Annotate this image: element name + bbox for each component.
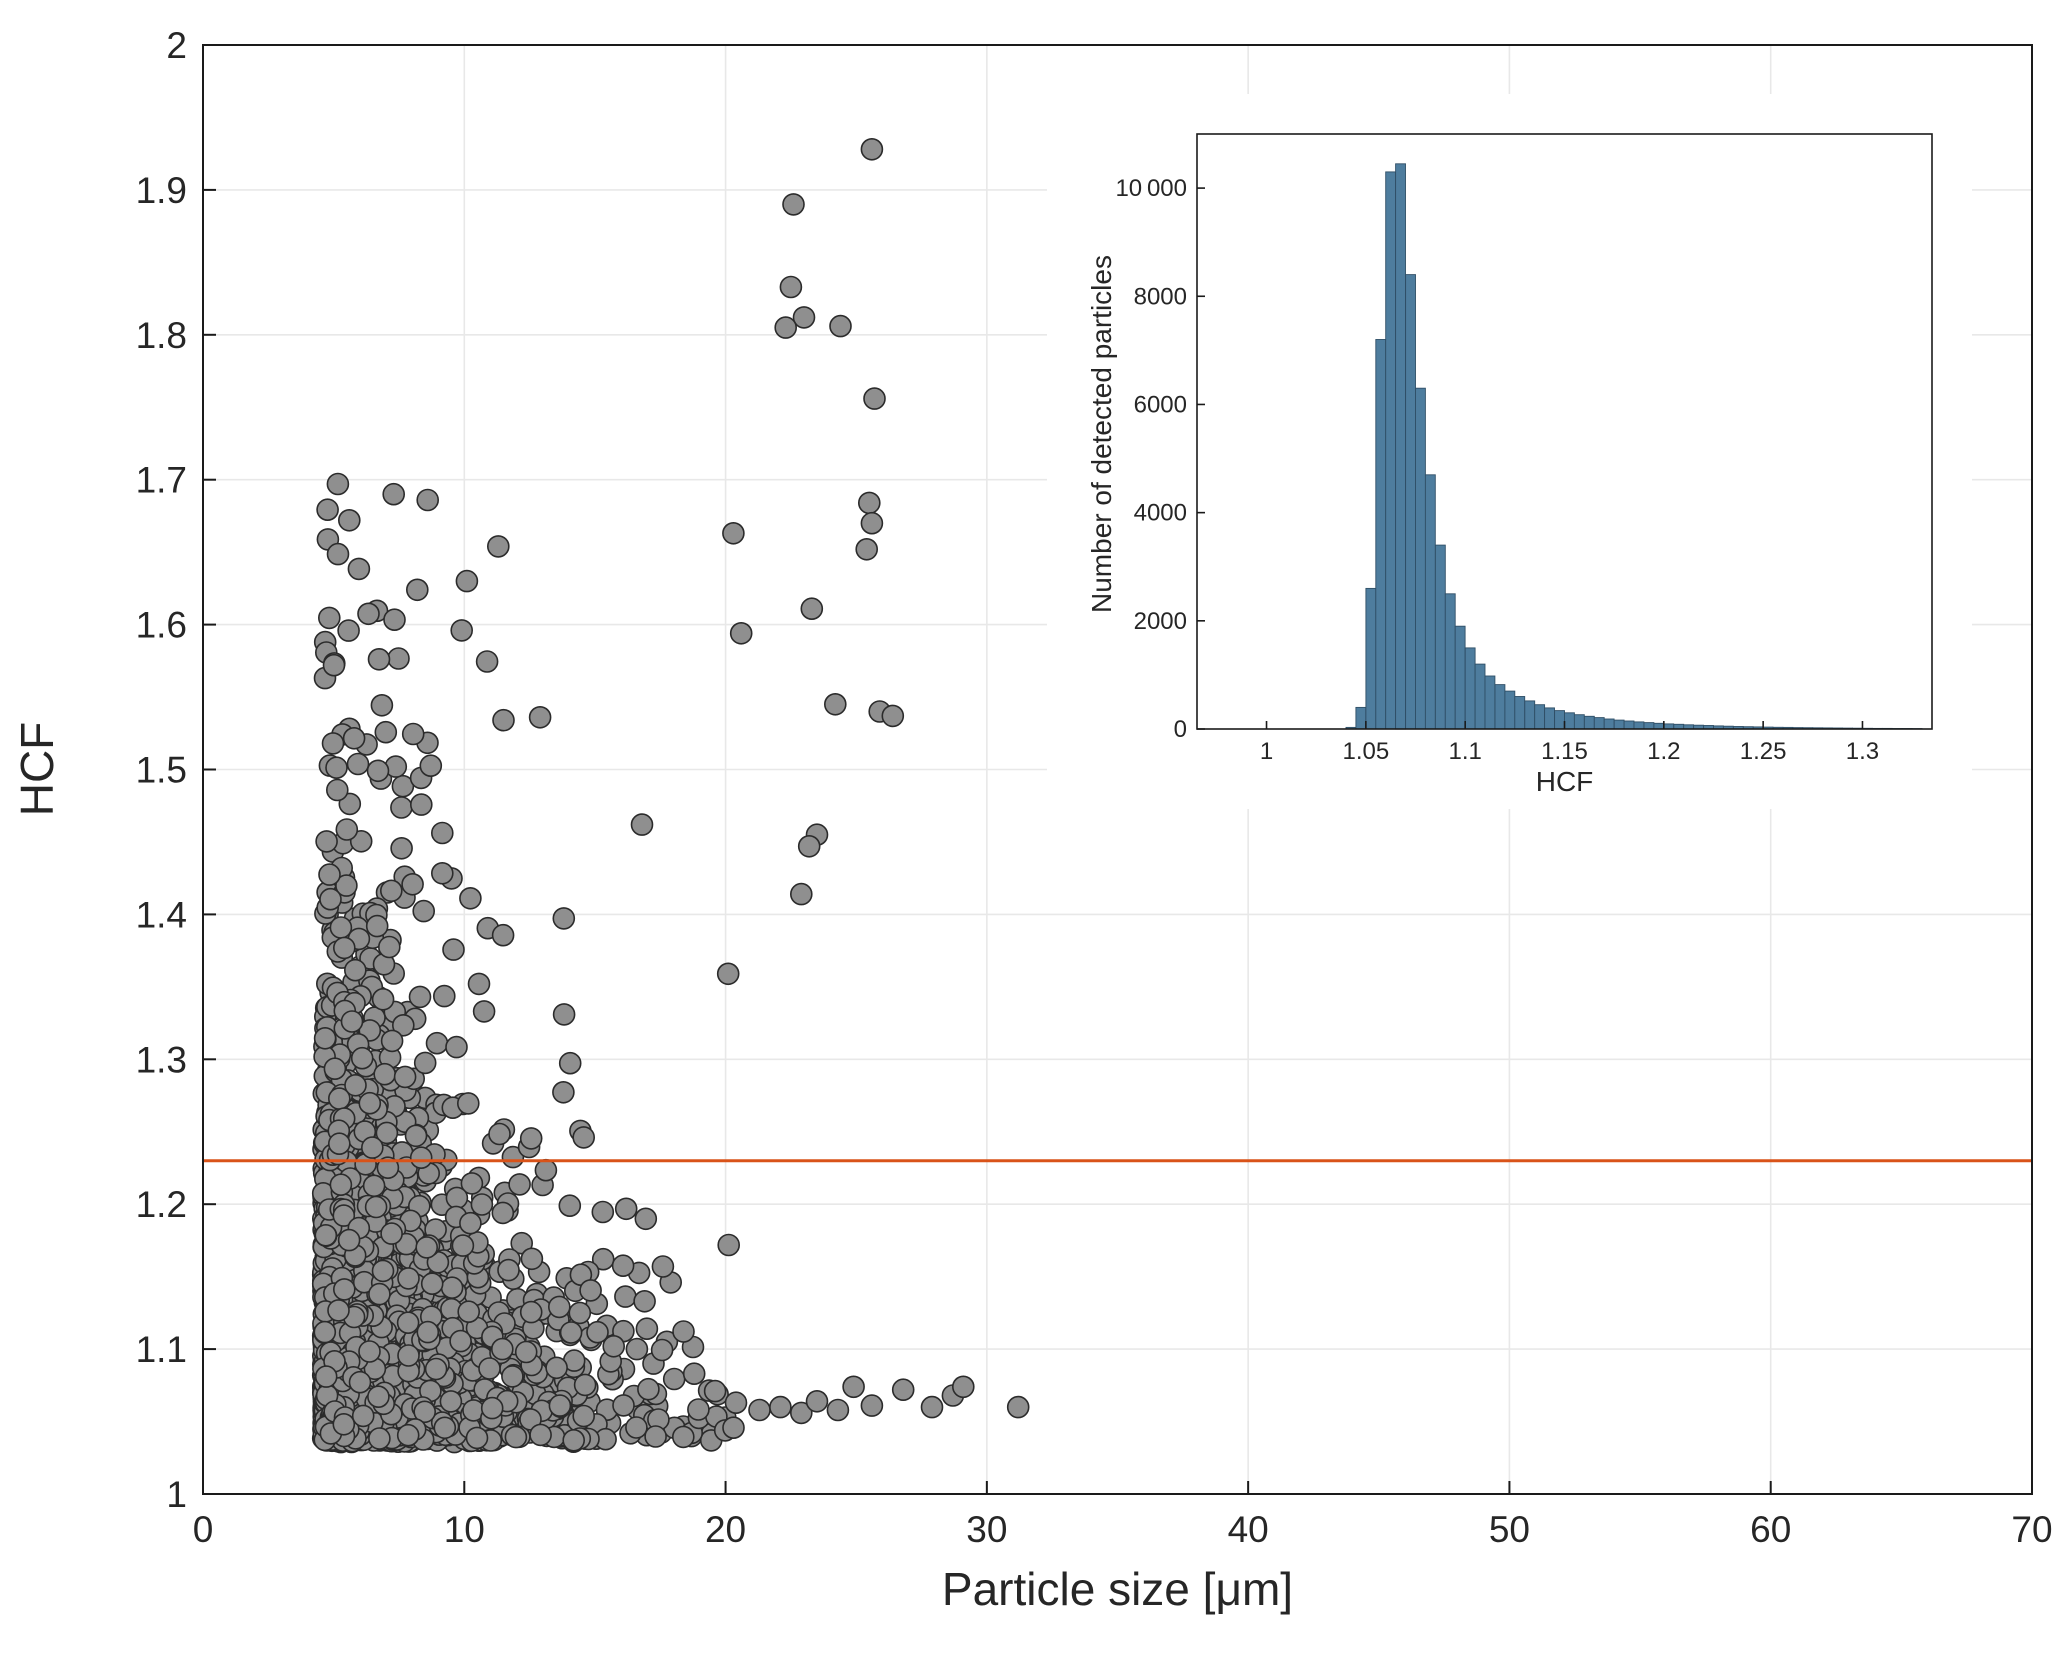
histogram-bar	[1405, 274, 1416, 730]
histogram-bar	[1613, 719, 1625, 730]
histogram-bar	[1573, 714, 1585, 730]
histogram-bar	[1444, 593, 1456, 730]
scatter-point	[357, 602, 380, 626]
inset-x-tick-label: 1.2	[1647, 738, 1680, 765]
scatter-point	[346, 752, 370, 776]
scatter-point	[614, 1197, 638, 1221]
histogram-bar	[1375, 339, 1387, 730]
histogram-bar	[1554, 710, 1565, 730]
scatter-point	[374, 720, 398, 744]
histogram-bar	[1434, 544, 1446, 730]
histogram-bar	[1365, 587, 1377, 730]
histogram-bar	[1424, 474, 1436, 730]
histogram-bar	[1464, 647, 1476, 730]
histogram-bar	[1385, 171, 1397, 730]
histogram-bar	[1524, 700, 1536, 730]
inset-x-tick-label: 1.3	[1846, 738, 1879, 765]
histogram-bar	[1653, 722, 1665, 730]
histogram-bar	[1504, 690, 1516, 730]
histogram-bar	[1583, 715, 1595, 730]
histogram-bar	[1395, 163, 1406, 730]
histogram-bar	[1484, 675, 1496, 730]
inset-x-tick-label: 1.05	[1342, 738, 1389, 765]
histogram-bar	[1593, 717, 1605, 730]
histogram-bar	[1355, 706, 1367, 730]
histogram-bar	[1633, 721, 1645, 730]
inset-y-tick-label: 8000	[1134, 283, 1187, 310]
inset-x-tick-label: 1.1	[1448, 738, 1481, 765]
inset-x-tick-label: 1	[1260, 738, 1273, 765]
inset-y-tick-label: 0	[1174, 716, 1187, 743]
histogram-bar	[1514, 696, 1526, 730]
histogram-bar	[1454, 625, 1466, 730]
histogram-bar	[1603, 718, 1615, 730]
histogram-bar	[1534, 704, 1546, 730]
histogram-bar	[1643, 722, 1655, 730]
inset-y-tick-label: 2000	[1134, 608, 1187, 635]
histogram-bar	[1494, 684, 1506, 730]
histogram-bar	[1564, 712, 1575, 730]
histogram-bar	[1474, 663, 1486, 730]
histogram-bar	[1623, 720, 1635, 730]
scatter-point	[337, 619, 360, 642]
inset-y-tick-label: 10 000	[1115, 175, 1187, 202]
inset-x-tick-label: 1.15	[1541, 738, 1588, 765]
scatter-point	[510, 1231, 534, 1255]
inset-y-tick-label: 4000	[1134, 500, 1187, 527]
histogram-bar	[1544, 707, 1555, 730]
histogram-bar	[1415, 387, 1426, 730]
inset-x-tick-label: 1.25	[1740, 738, 1787, 765]
inset-y-tick-label: 6000	[1134, 391, 1187, 418]
scatter-point	[326, 472, 350, 496]
